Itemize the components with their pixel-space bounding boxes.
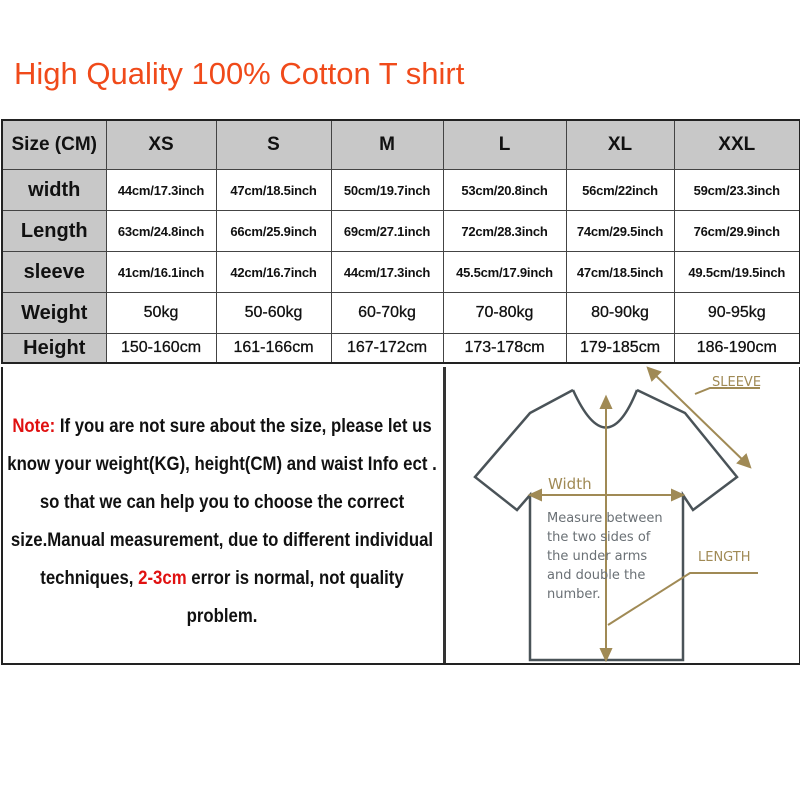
size-chart-table: Size (CM) XS S M L XL XXL width 44cm/17.… [1,119,800,364]
table-cell: 70-80kg [442,292,567,334]
sleeve-label: SLEEVE [712,375,761,390]
header-cell: XXL [673,119,800,170]
table-cell: 44cm/17.3inch [105,169,217,211]
note-line: techniques, [40,567,139,589]
header-cell: M [330,119,444,170]
instruction-line: number. [547,587,601,602]
table-cell: 47cm/18.5inch [215,169,332,211]
table-cell: 161-166cm [215,333,332,364]
table-cell: 179-185cm [565,333,675,364]
table-cell: 74cm/29.5inch [565,210,675,252]
table-cell: 186-190cm [673,333,800,364]
instruction-line: and double the [547,568,645,583]
header-cell: XL [565,119,675,170]
table-cell: 50-60kg [215,292,332,334]
table-row: width 44cm/17.3inch 47cm/18.5inch 50cm/1… [1,169,800,211]
row-label: Length [1,210,107,252]
table-cell: 41cm/16.1inch [105,251,217,293]
measure-instructions: Measure between the two sides of the und… [547,511,663,602]
note-line: If you are not sure about the size, plea… [55,415,432,437]
note-line: error is normal, not quality problem. [186,567,404,627]
note-line: know your weight(KG), height(CM) and wai… [7,453,437,475]
page-title: High Quality 100% Cotton T shirt [14,56,465,91]
table-cell: 42cm/16.7inch [215,251,332,293]
row-label: width [1,169,107,211]
header-cell: S [215,119,332,170]
instruction-line: the under arms [547,549,647,564]
note-line: size.Manual measurement, due to differen… [10,529,434,551]
table-cell: 80-90kg [565,292,675,334]
instruction-line: Measure between [547,511,663,526]
header-cell: L [442,119,567,170]
table-cell: 60-70kg [330,292,444,334]
table-row: Length 63cm/24.8inch 66cm/25.9inch 69cm/… [1,210,800,252]
table-cell: 56cm/22inch [565,169,675,211]
instruction-line: the two sides of [547,530,651,545]
table-cell: 90-95kg [673,292,800,334]
size-note: Note: If you are not sure about the size… [7,407,437,635]
row-label: sleeve [1,251,107,293]
table-cell: 50kg [105,292,217,334]
table-cell: 76cm/29.9inch [673,210,800,252]
table-row: Height 150-160cm 161-166cm 167-172cm 173… [1,333,800,364]
row-label: Weight [1,292,107,334]
table-cell: 59cm/23.3inch [673,169,800,211]
table-cell: 53cm/20.8inch [442,169,567,211]
measurement-arrows [527,366,760,663]
table-header-row: Size (CM) XS S M L XL XXL [1,119,800,170]
panel-divider [443,367,446,663]
header-cell: Size (CM) [1,119,107,170]
note-prefix: Note: [12,415,56,437]
row-label: Height [1,333,107,364]
table-cell: 150-160cm [105,333,217,364]
header-cell: XS [105,119,217,170]
table-cell: 167-172cm [330,333,444,364]
table-row: Weight 50kg 50-60kg 60-70kg 70-80kg 80-9… [1,292,800,334]
info-panel: Note: If you are not sure about the size… [1,367,800,665]
length-label: LENGTH [698,550,751,565]
note-line: so that we can help you to choose the co… [39,491,405,513]
error-range: 2-3cm [138,567,187,589]
table-cell: 45.5cm/17.9inch [442,251,567,293]
width-label: Width [548,475,592,493]
table-cell: 63cm/24.8inch [105,210,217,252]
